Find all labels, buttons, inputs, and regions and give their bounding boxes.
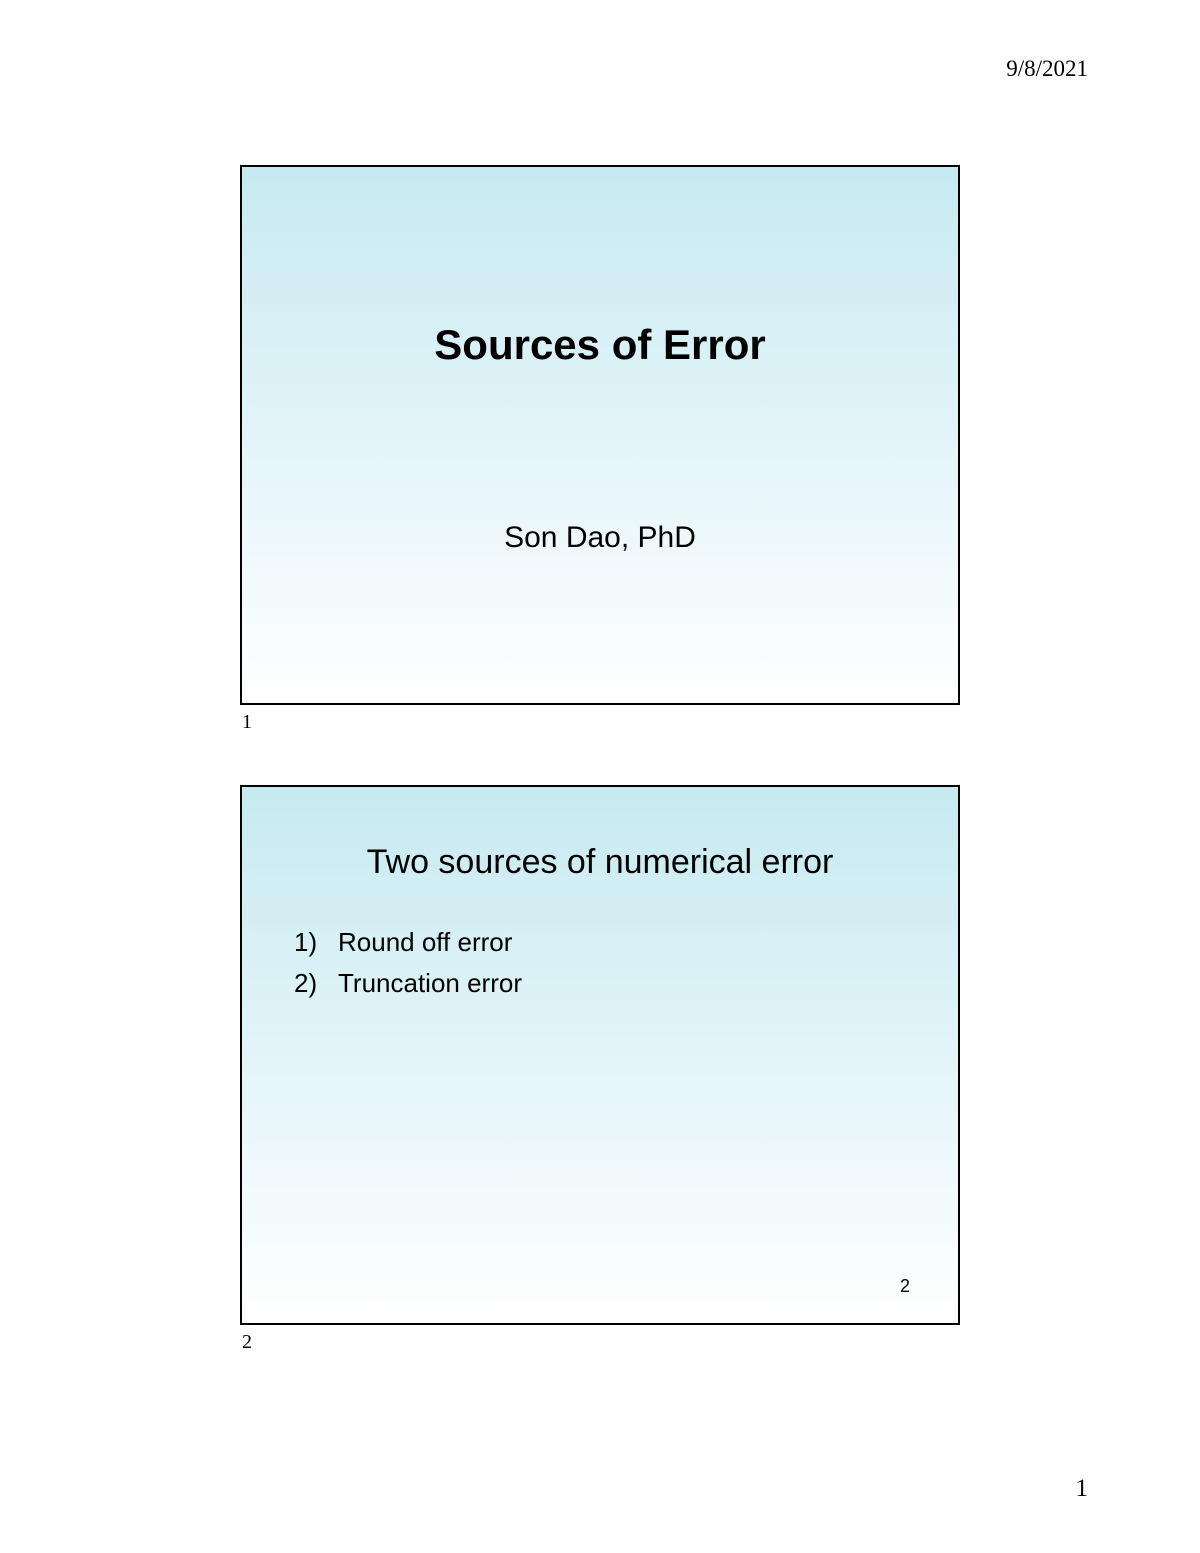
list-item-number: 2) xyxy=(294,968,338,999)
footer-page-number: 1 xyxy=(1076,1475,1089,1503)
slide-2-inner-page-number: 2 xyxy=(900,1276,910,1297)
list-item: 2) Truncation error xyxy=(294,968,522,999)
slide-2-list: 1) Round off error 2) Truncation error xyxy=(294,927,522,1009)
header-date: 9/8/2021 xyxy=(1006,56,1088,82)
slide-2-heading: Two sources of numerical error xyxy=(242,843,958,882)
slide-1-number: 1 xyxy=(242,711,960,734)
slide-2-box: Two sources of numerical error 1) Round … xyxy=(240,785,960,1325)
slide-1-container: Sources of Error Son Dao, PhD 1 xyxy=(240,165,960,734)
slide-1-author: Son Dao, PhD xyxy=(242,521,958,555)
slide-1-background xyxy=(242,167,958,703)
list-item: 1) Round off error xyxy=(294,927,522,958)
slide-1-title: Sources of Error xyxy=(242,321,958,369)
slide-2-container: Two sources of numerical error 1) Round … xyxy=(240,785,960,1354)
slide-2-number: 2 xyxy=(242,1331,960,1354)
list-item-text: Round off error xyxy=(338,927,512,958)
list-item-number: 1) xyxy=(294,927,338,958)
slide-1-box: Sources of Error Son Dao, PhD xyxy=(240,165,960,705)
list-item-text: Truncation error xyxy=(338,968,522,999)
